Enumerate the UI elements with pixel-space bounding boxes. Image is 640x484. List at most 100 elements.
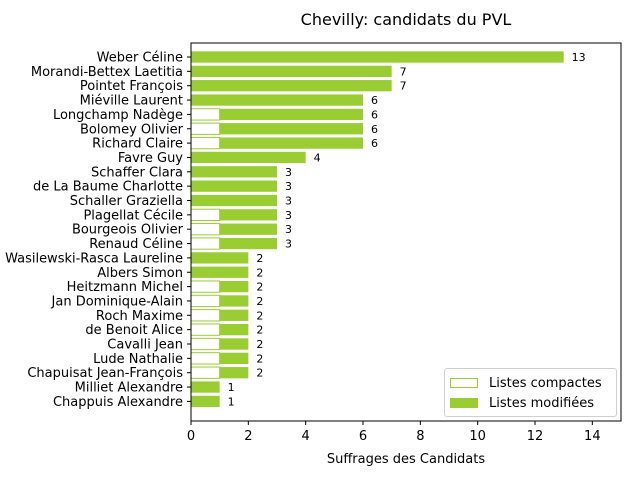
value-label: 2 (256, 367, 263, 380)
value-label: 1 (228, 381, 235, 394)
bar-modifiees (219, 324, 249, 336)
y-tick-label: Richard Claire (92, 137, 183, 152)
legend-item-modifiees: Listes modifiées (450, 395, 594, 411)
x-tick-label: 2 (244, 429, 252, 444)
bar-modifiees (219, 108, 363, 121)
x-tick-label: 10 (469, 429, 486, 444)
value-label: 2 (256, 324, 263, 337)
bar-modifiees (219, 338, 249, 350)
bar-modifiees (191, 180, 277, 192)
bar-modifiees (219, 123, 363, 135)
value-label: 2 (256, 338, 263, 351)
y-tick-label: de La Baume Charlotte (33, 180, 183, 195)
bar-modifiees (191, 151, 306, 164)
bar-compactes (190, 337, 221, 351)
y-tick-label: Albers Simon (97, 266, 183, 281)
value-label: 3 (285, 180, 292, 193)
bar-compactes (190, 323, 221, 336)
value-label: 2 (256, 266, 263, 279)
value-label: 6 (371, 123, 378, 136)
y-tick-label: Chappuis Alexandre (53, 395, 183, 410)
y-tick-label: Heitzmann Michel (67, 280, 183, 295)
value-label: 7 (400, 80, 407, 93)
y-tick-label: Pointet François (80, 79, 183, 94)
y-tick-label: de Benoit Alice (85, 323, 183, 338)
y-tick-label: Renaud Céline (89, 237, 183, 252)
bar-modifiees (219, 209, 277, 221)
bar-modifiees (219, 352, 249, 364)
legend: Listes compactes Listes modifiées (444, 368, 617, 417)
legend-swatch-outline (450, 378, 478, 388)
value-label: 3 (285, 223, 292, 236)
bar-modifiees (191, 94, 363, 106)
x-axis-label: Suffrages des Candidats (327, 452, 486, 467)
legend-swatch-filled (450, 398, 478, 408)
legend-item-compactes: Listes compactes (450, 375, 602, 391)
x-ticks: 0 2 4 6 8 10 12 14 (187, 421, 601, 444)
y-tick-label: Cavalli Jean (107, 338, 183, 353)
bar-modifiees (219, 237, 277, 250)
bar-modifiees (219, 137, 363, 149)
y-tick-label: Schaffer Clara (91, 165, 183, 180)
bar-modifiees (219, 280, 249, 293)
value-label: 3 (285, 209, 292, 222)
bar-modifiees (219, 295, 249, 307)
value-label: 6 (371, 94, 378, 107)
bar-compactes (190, 280, 221, 293)
y-tick-label: Bourgeois Olivier (72, 223, 184, 238)
bar-modifiees (219, 367, 249, 379)
y-tick-label: Weber Céline (97, 51, 183, 66)
bar-modifiees (219, 223, 277, 235)
value-label: 2 (256, 295, 263, 308)
bar-modifiees (191, 252, 249, 264)
bar-compactes (190, 237, 221, 250)
value-label: 6 (371, 108, 378, 121)
bar-modifiees (191, 381, 220, 393)
bar-compactes (190, 366, 221, 379)
bar-compactes (190, 108, 221, 121)
bar-compactes (190, 136, 221, 150)
value-label: 3 (285, 166, 292, 179)
bar-modifiees (191, 166, 277, 178)
bar-modifiees (191, 266, 249, 278)
bar-modifiees (191, 395, 220, 408)
bars-group (190, 51, 564, 408)
y-tick-label: Schaller Graziella (70, 194, 183, 209)
value-label: 3 (285, 195, 292, 208)
bar-modifiees (191, 80, 392, 92)
x-tick-label: 0 (187, 429, 195, 444)
x-tick-label: 8 (416, 429, 424, 444)
chart-title: Chevilly: candidats du PVL (301, 10, 512, 29)
value-label: 1 (228, 395, 235, 408)
plot-frame (190, 42, 622, 422)
bar-modifiees (191, 65, 392, 77)
bar-modifiees (219, 309, 249, 321)
value-label: 13 (572, 51, 586, 64)
value-label: 2 (256, 352, 263, 365)
x-tick-label: 12 (527, 429, 544, 444)
y-tick-label: Milliet Alexandre (75, 381, 183, 396)
y-tick-label: Morandi-Bettex Laetitia (31, 65, 183, 80)
x-tick-label: 14 (584, 429, 601, 444)
value-label: 6 (371, 137, 378, 150)
value-label: 4 (314, 151, 321, 164)
bar-compactes (190, 294, 221, 308)
x-tick-label: 6 (359, 429, 367, 444)
bar-modifiees (191, 51, 564, 63)
y-tick-label: Favre Guy (118, 151, 183, 166)
value-label: 2 (256, 252, 263, 265)
y-tick-label: Plagellat Cécile (83, 208, 183, 223)
bar-compactes (190, 309, 221, 322)
y-tick-label: Miéville Laurent (80, 94, 183, 109)
y-tick-label: Wasilewski-Rasca Laureline (5, 251, 183, 266)
x-tick-label: 4 (302, 429, 310, 444)
y-tick-label: Lude Nathalie (93, 352, 183, 367)
y-tick-label: Roch Maxime (96, 309, 183, 324)
y-tick-label: Jan Dominique-Alain (51, 294, 183, 309)
bar-compactes (190, 352, 221, 365)
value-label: 2 (256, 281, 263, 294)
